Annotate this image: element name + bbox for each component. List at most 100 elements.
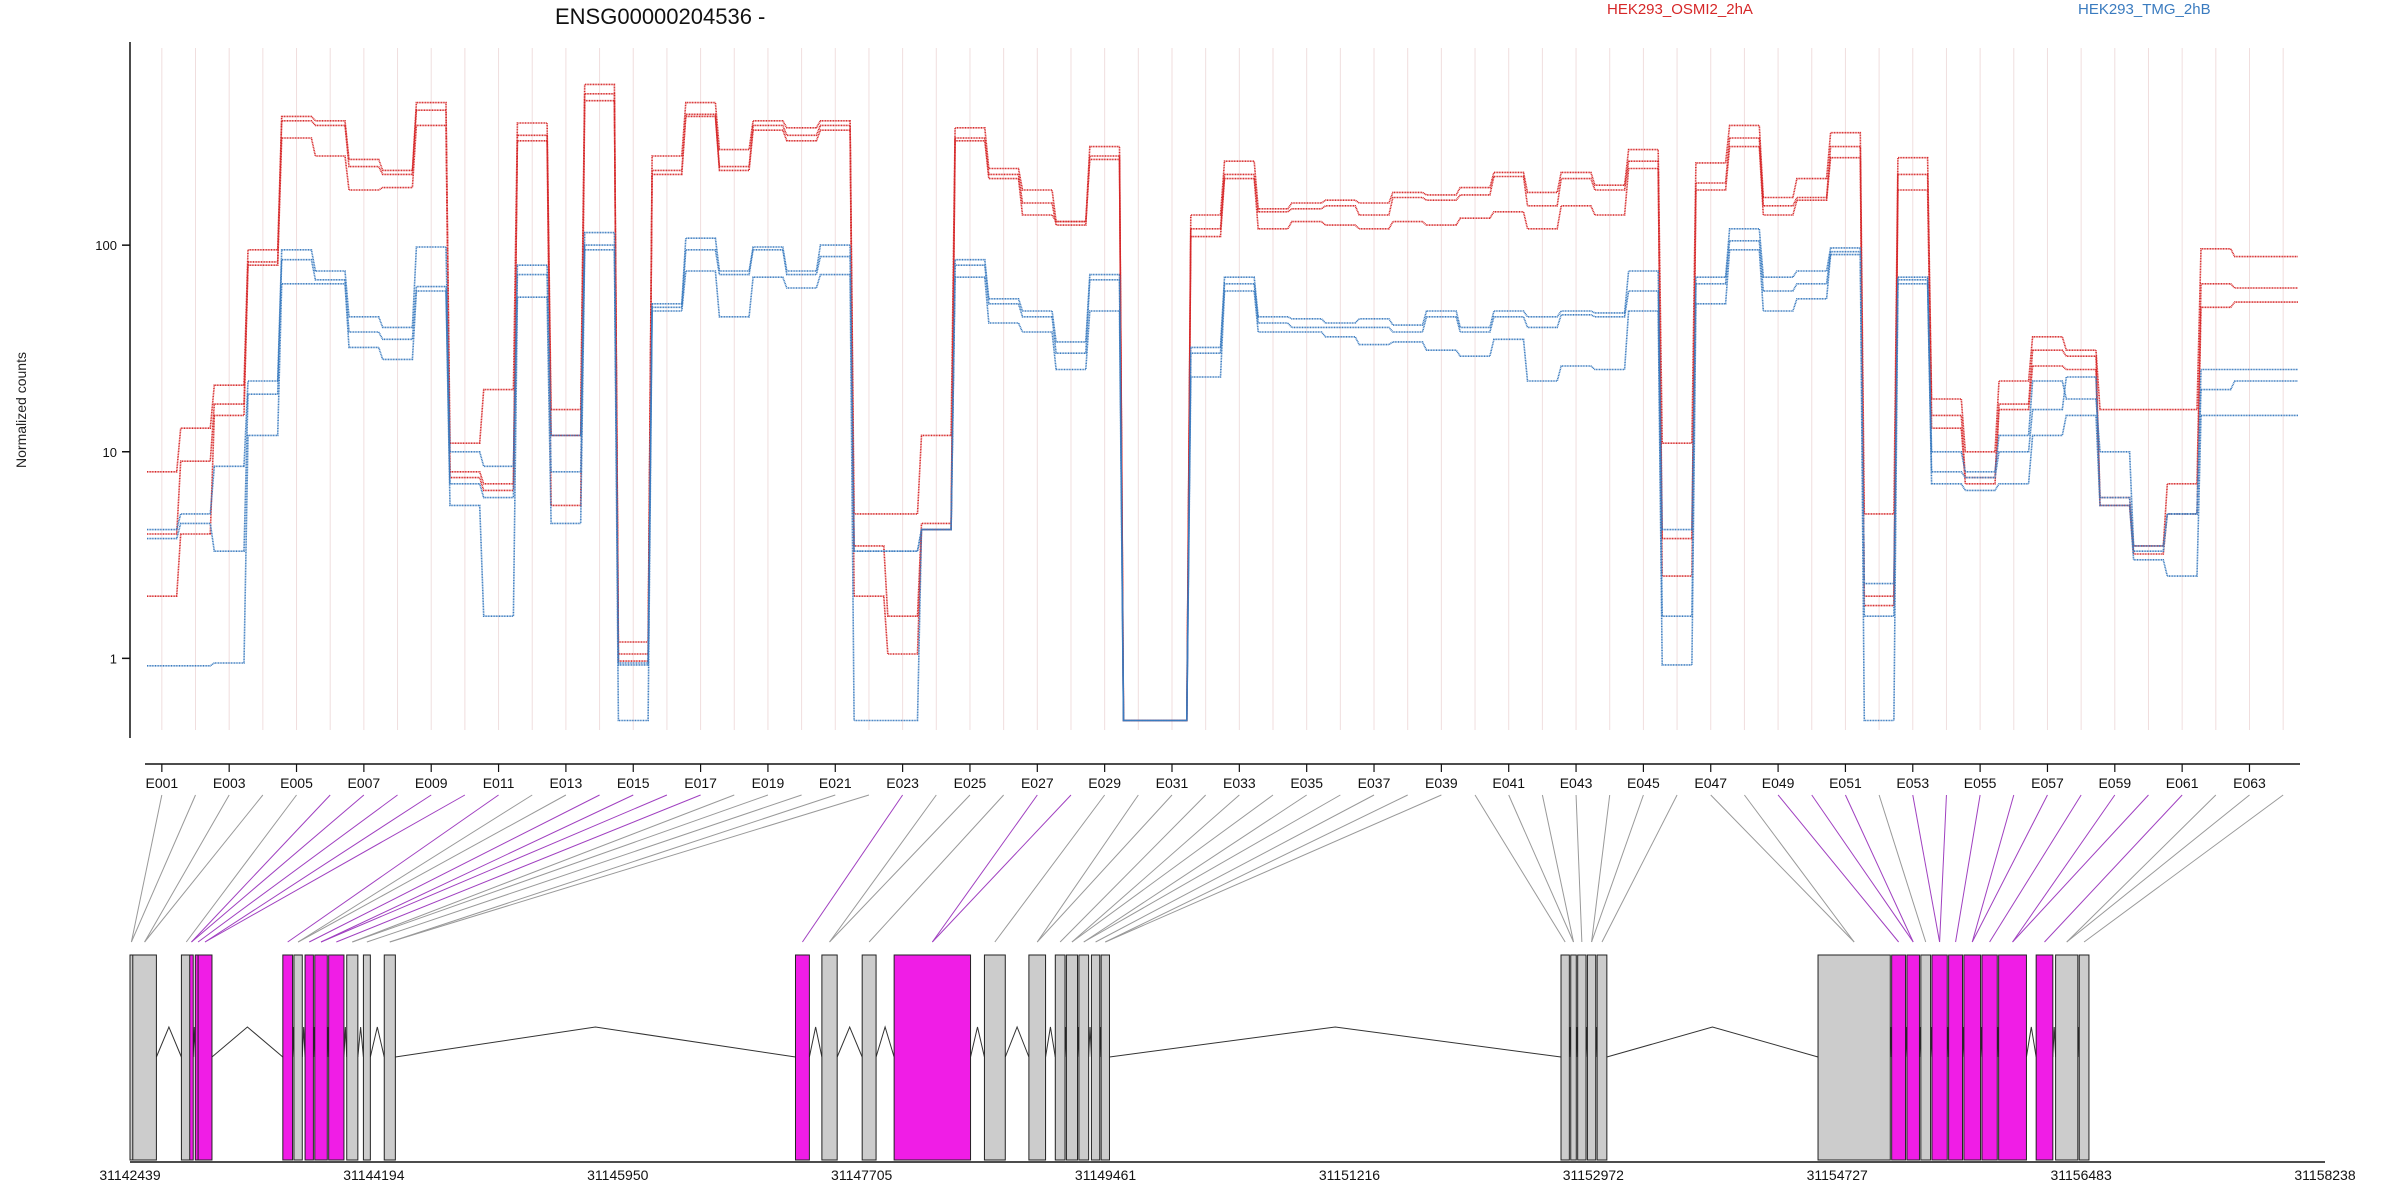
intron-line — [970, 1026, 985, 1058]
exon-connector — [1912, 794, 1941, 943]
exon-block — [1028, 954, 1047, 1161]
genomic-tick-label: 31149461 — [1075, 1167, 1136, 1183]
exon-connector — [130, 794, 163, 943]
exon-connector — [352, 794, 769, 943]
exon-connector — [1071, 794, 1274, 943]
exon-block — [314, 954, 328, 1161]
legend-label-tmg: HEK293_TMG_2hB — [2078, 1, 2211, 18]
intron-line — [1045, 1026, 1056, 1058]
exon-block — [1100, 954, 1110, 1161]
exon-block — [2078, 954, 2090, 1161]
exon-connector — [2012, 794, 2116, 943]
exon-tick-label: E043 — [1560, 775, 1593, 791]
intron-line — [357, 1026, 364, 1058]
exon-tick-label: E015 — [617, 775, 650, 791]
exon-block — [293, 954, 303, 1161]
genomic-coordinate-axis: 31142439 31144194 31145950 31147705 31149461… — [99, 1161, 2356, 1183]
exon-connector — [2066, 794, 2250, 943]
exon-connector — [144, 794, 230, 943]
exon-connector — [352, 794, 735, 943]
exon-connector — [1105, 794, 1442, 943]
exon-block — [893, 954, 972, 1161]
exon-connector — [1083, 794, 1341, 943]
exon-connector — [868, 794, 1005, 943]
intron-line — [1004, 1025, 1030, 1058]
exon-connector — [1591, 794, 1611, 943]
exon-connector — [389, 794, 870, 943]
exon-connector — [297, 794, 567, 943]
exon-connector — [1105, 794, 1408, 943]
exon-block — [383, 954, 396, 1161]
exon-block — [282, 954, 294, 1161]
exon-block — [1570, 954, 1577, 1161]
exon-block — [1931, 954, 1948, 1161]
exon-connector — [2044, 794, 2183, 943]
exon-block — [2055, 954, 2079, 1161]
exon-connector — [130, 794, 196, 943]
genomic-tick-label: 31147705 — [831, 1167, 892, 1183]
exon-block — [983, 954, 1006, 1161]
exon-connector — [320, 794, 668, 943]
gene-model-track — [129, 954, 2090, 1161]
exon-block — [132, 954, 157, 1161]
genomic-tick-label: 31156483 — [2050, 1167, 2111, 1183]
exon-tick-label: E045 — [1627, 775, 1660, 791]
exon-connector — [1095, 794, 1375, 943]
exon-block — [2035, 954, 2054, 1161]
intron-line — [155, 1025, 182, 1058]
exon-block — [1920, 954, 1932, 1161]
exon-connector — [144, 794, 264, 943]
y-tick-label: 100 — [95, 238, 117, 253]
exon-block — [346, 954, 359, 1161]
exon-connector — [2066, 794, 2217, 943]
exon-block — [1906, 954, 1920, 1161]
exon-tick-label: E055 — [1964, 775, 1997, 791]
intron-line — [1109, 1026, 1562, 1058]
exon-connector — [1744, 794, 1855, 943]
exon-connector — [1844, 794, 1914, 943]
exon-connector — [185, 794, 297, 943]
exon-block — [1560, 954, 1570, 1161]
series-line-4 — [147, 228, 2298, 722]
exon-tick-label: E009 — [415, 775, 448, 791]
exon-block — [197, 954, 213, 1161]
exon-tick-label: E051 — [1829, 775, 1862, 791]
exon-tick-label: E017 — [684, 775, 717, 791]
series-line-1 — [147, 83, 2298, 722]
exon-connector — [287, 794, 499, 943]
exon-tick-label: E033 — [1223, 775, 1256, 791]
vertical-gridlines — [161, 48, 2284, 730]
exon-tick-label: E049 — [1762, 775, 1795, 791]
exon-block — [1078, 954, 1090, 1161]
exon-connector — [204, 794, 432, 943]
intron-line — [2025, 1026, 2037, 1058]
exon-tick-label: E013 — [550, 775, 583, 791]
exon-block — [362, 954, 371, 1161]
exon-block — [328, 954, 345, 1161]
exon-block — [861, 954, 877, 1161]
exon-connector — [191, 794, 331, 943]
exon-connector — [320, 794, 634, 943]
exon-block — [189, 954, 194, 1161]
exon-connector — [308, 794, 600, 943]
exon-tick-label: E031 — [1156, 775, 1189, 791]
exon-block — [821, 954, 838, 1161]
exon-tick-label: E057 — [2031, 775, 2064, 791]
series-layer — [147, 83, 2298, 722]
exon-block — [1998, 954, 2027, 1161]
genomic-tick-label: 31144194 — [343, 1167, 404, 1183]
exon-block — [1948, 954, 1964, 1161]
genomic-tick-label: 31145950 — [587, 1167, 648, 1183]
exon-connector — [1071, 794, 1240, 943]
exon-connector — [994, 794, 1106, 943]
exon-connector — [1083, 794, 1307, 943]
genomic-tick-label: 31142439 — [99, 1167, 160, 1183]
exon-connector — [1474, 794, 1566, 943]
exon-connector — [1591, 794, 1644, 943]
y-axis: 1 10 100 — [95, 42, 131, 738]
legend-label-osmi2: HEK293_OSMI2_2hA — [1607, 1, 1753, 18]
exon-tick-label: E023 — [886, 775, 919, 791]
exon-connector — [389, 794, 836, 943]
exon-connector — [2012, 794, 2149, 943]
genomic-tick-label: 31151216 — [1319, 1167, 1380, 1183]
